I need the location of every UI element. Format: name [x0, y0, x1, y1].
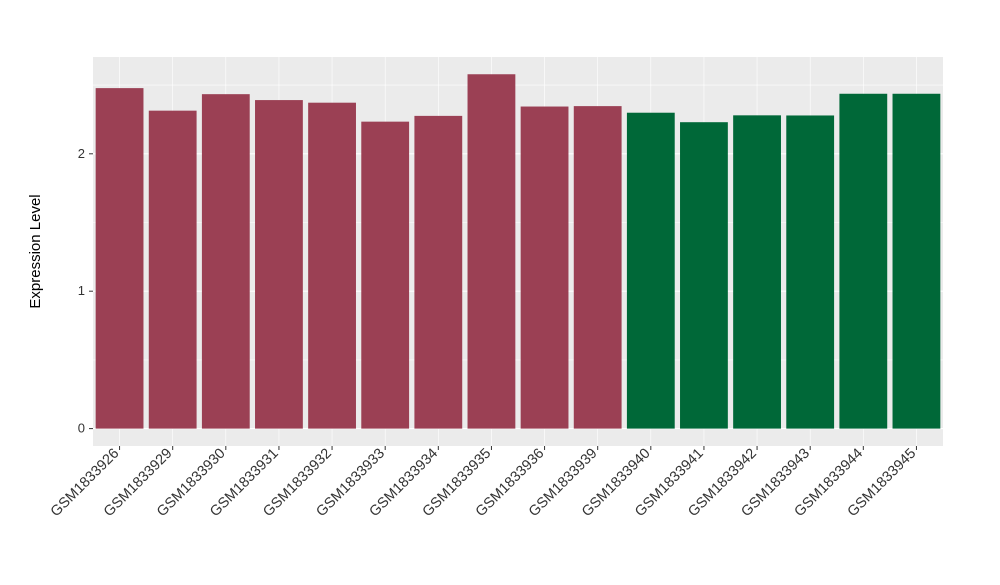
svg-text:2: 2 — [78, 146, 85, 161]
svg-text:0: 0 — [78, 421, 85, 436]
svg-text:Expression Level: Expression Level — [27, 194, 44, 308]
svg-text:1: 1 — [78, 283, 85, 298]
